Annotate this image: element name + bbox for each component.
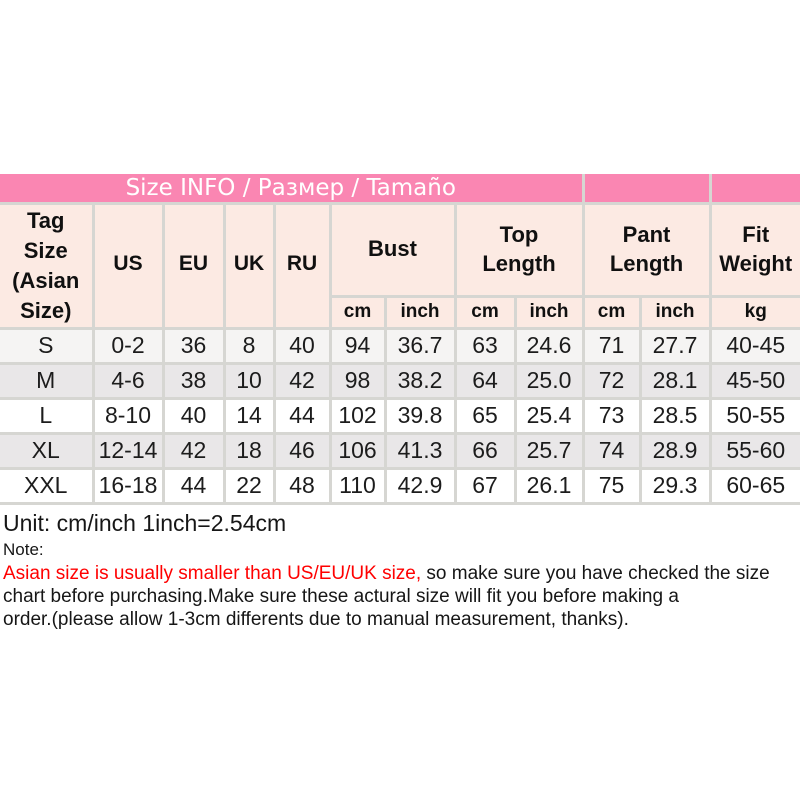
header-top-length: Top Length xyxy=(455,203,585,298)
title-bar: Size INFO / Размер / Tamaño xyxy=(0,174,800,205)
title-bar-spacer xyxy=(583,174,712,205)
header-pant-length: Pant Length xyxy=(583,203,712,298)
note-label: Note: xyxy=(3,539,44,559)
table-row-m: M 4-6 38 10 42 98 38.2 64 25.0 72 28.1 4… xyxy=(0,363,800,400)
cell: 25.0 xyxy=(515,363,585,400)
cell: 65 xyxy=(455,398,517,435)
title-bar-spacer xyxy=(710,174,800,205)
table-row-s: S 0-2 36 8 40 94 36.7 63 24.6 71 27.7 40… xyxy=(0,328,800,365)
cell: 28.5 xyxy=(640,398,712,435)
cell: 25.7 xyxy=(515,433,585,470)
cell: 44 xyxy=(274,398,332,435)
cell: 10 xyxy=(224,363,276,400)
cell: 24.6 xyxy=(515,328,585,365)
cell: 110 xyxy=(330,468,387,505)
cell: 38.2 xyxy=(385,363,457,400)
header-bust: Bust xyxy=(330,203,457,298)
header-fit-weight: Fit Weight xyxy=(710,203,800,298)
note-red-text: Asian size is usually smaller than US/EU… xyxy=(3,562,422,584)
tag-cell: XL xyxy=(0,433,95,470)
table-row-l: L 8-10 40 14 44 102 39.8 65 25.4 73 28.5… xyxy=(0,398,800,435)
cell: 72 xyxy=(583,363,642,400)
cell: 41.3 xyxy=(385,433,457,470)
size-chart-table: Size INFO / Размер / Tamaño Tag Size (As… xyxy=(0,174,800,505)
tag-cell: L xyxy=(0,398,95,435)
cell: 18 xyxy=(224,433,276,470)
cell: 64 xyxy=(455,363,517,400)
cell: 29.3 xyxy=(640,468,712,505)
header-weight-kg: kg xyxy=(710,296,800,330)
cell: 8-10 xyxy=(93,398,165,435)
cell: 55-60 xyxy=(710,433,800,470)
cell: 12-14 xyxy=(93,433,165,470)
table-row-xxl: XXL 16-18 44 22 48 110 42.9 67 26.1 75 2… xyxy=(0,468,800,505)
header-sub-row: cm inch cm inch cm inch kg xyxy=(0,296,800,330)
cell: 45-50 xyxy=(710,363,800,400)
cell: 46 xyxy=(274,433,332,470)
note-paragraph: Asian size is usually smaller than US/EU… xyxy=(3,562,800,631)
header-pant-inch: inch xyxy=(640,296,712,330)
header-bust-cm: cm xyxy=(330,296,387,330)
header-pant-cm: cm xyxy=(583,296,642,330)
cell: 25.4 xyxy=(515,398,585,435)
cell: 27.7 xyxy=(640,328,712,365)
header-ru: RU xyxy=(274,203,332,330)
tag-cell: M xyxy=(0,363,95,400)
cell: 73 xyxy=(583,398,642,435)
cell: 98 xyxy=(330,363,387,400)
tag-cell: S xyxy=(0,328,95,365)
cell: 42 xyxy=(163,433,226,470)
cell: 71 xyxy=(583,328,642,365)
tag-cell: XXL xyxy=(0,468,95,505)
cell: 40 xyxy=(163,398,226,435)
title-bar-text: Size INFO / Размер / Tamaño xyxy=(0,174,585,205)
cell: 26.1 xyxy=(515,468,585,505)
table-row-xl: XL 12-14 42 18 46 106 41.3 66 25.7 74 28… xyxy=(0,433,800,470)
header-bust-inch: inch xyxy=(385,296,457,330)
cell: 28.9 xyxy=(640,433,712,470)
cell: 63 xyxy=(455,328,517,365)
cell: 48 xyxy=(274,468,332,505)
header-group-row: Tag Size (Asian Size) US EU UK RU Bust T… xyxy=(0,203,800,330)
cell: 50-55 xyxy=(710,398,800,435)
cell: 60-65 xyxy=(710,468,800,505)
cell: 75 xyxy=(583,468,642,505)
cell: 106 xyxy=(330,433,387,470)
cell: 38 xyxy=(163,363,226,400)
cell: 28.1 xyxy=(640,363,712,400)
header-tag-size: Tag Size (Asian Size) xyxy=(0,203,95,330)
cell: 14 xyxy=(224,398,276,435)
header-top-cm: cm xyxy=(455,296,517,330)
cell: 22 xyxy=(224,468,276,505)
cell: 42.9 xyxy=(385,468,457,505)
cell: 42 xyxy=(274,363,332,400)
cell: 39.8 xyxy=(385,398,457,435)
header-uk: UK xyxy=(224,203,276,330)
cell: 16-18 xyxy=(93,468,165,505)
cell: 36.7 xyxy=(385,328,457,365)
header-eu: EU xyxy=(163,203,226,330)
cell: 102 xyxy=(330,398,387,435)
cell: 8 xyxy=(224,328,276,365)
cell: 40-45 xyxy=(710,328,800,365)
cell: 4-6 xyxy=(93,363,165,400)
footer-notes: Unit: cm/inch 1inch=2.54cm Note: Asian s… xyxy=(0,510,800,631)
cell: 0-2 xyxy=(93,328,165,365)
cell: 40 xyxy=(274,328,332,365)
unit-line: Unit: cm/inch 1inch=2.54cm xyxy=(3,509,287,536)
cell: 74 xyxy=(583,433,642,470)
cell: 66 xyxy=(455,433,517,470)
header-top-inch: inch xyxy=(515,296,585,330)
note-black-text: so make sure you have checked the size c… xyxy=(3,562,770,630)
cell: 44 xyxy=(163,468,226,505)
cell: 94 xyxy=(330,328,387,365)
cell: 67 xyxy=(455,468,517,505)
cell: 36 xyxy=(163,328,226,365)
header-us: US xyxy=(93,203,165,330)
